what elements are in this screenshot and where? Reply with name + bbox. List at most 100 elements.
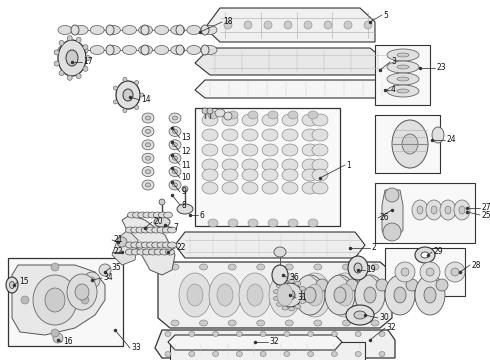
Text: 15: 15 [19,278,28,287]
Ellipse shape [295,282,301,285]
Text: 1: 1 [346,161,351,170]
Ellipse shape [164,212,172,218]
Ellipse shape [135,81,139,85]
Ellipse shape [376,279,388,291]
Ellipse shape [202,114,218,126]
Ellipse shape [282,144,298,156]
Ellipse shape [222,144,238,156]
Ellipse shape [172,170,177,174]
Text: 5: 5 [383,10,388,19]
Text: 6: 6 [199,211,204,220]
Ellipse shape [182,186,188,192]
Ellipse shape [346,279,358,291]
Ellipse shape [208,111,218,119]
Ellipse shape [424,287,436,303]
Ellipse shape [165,332,171,337]
Ellipse shape [141,45,149,55]
Ellipse shape [148,249,157,255]
Ellipse shape [392,120,428,168]
Ellipse shape [142,180,154,190]
Ellipse shape [454,200,470,220]
Ellipse shape [138,212,147,218]
Ellipse shape [406,279,418,291]
Ellipse shape [272,265,288,285]
Ellipse shape [171,45,185,54]
Polygon shape [155,330,395,358]
Ellipse shape [334,287,346,303]
Ellipse shape [324,21,332,29]
Ellipse shape [189,351,195,356]
Ellipse shape [202,169,218,181]
Ellipse shape [228,219,238,227]
Ellipse shape [308,219,318,227]
Ellipse shape [371,264,379,270]
Text: 24: 24 [446,135,456,144]
Ellipse shape [387,49,419,61]
Ellipse shape [199,264,208,270]
Text: 35: 35 [111,264,121,273]
Ellipse shape [285,290,295,300]
Ellipse shape [262,159,278,171]
Ellipse shape [106,25,114,35]
Polygon shape [158,262,392,328]
Ellipse shape [276,302,283,306]
Ellipse shape [143,212,152,218]
Ellipse shape [136,227,145,233]
Ellipse shape [58,40,86,76]
Ellipse shape [262,129,278,141]
Ellipse shape [67,274,97,310]
Ellipse shape [74,45,88,54]
Ellipse shape [397,65,409,69]
Ellipse shape [123,89,133,101]
Ellipse shape [146,156,150,160]
Text: 32: 32 [269,338,279,346]
Text: 32: 32 [386,324,395,333]
Ellipse shape [299,300,305,303]
Bar [375,183,475,243]
Ellipse shape [142,167,154,177]
Text: 33: 33 [131,343,141,352]
Ellipse shape [288,219,298,227]
Ellipse shape [141,242,150,248]
Ellipse shape [157,227,166,233]
Ellipse shape [285,264,294,270]
Ellipse shape [142,140,154,150]
Polygon shape [205,8,375,42]
Ellipse shape [312,144,328,156]
Ellipse shape [383,223,401,241]
Ellipse shape [242,114,258,126]
Ellipse shape [106,45,121,54]
Ellipse shape [307,284,323,306]
Ellipse shape [420,262,440,282]
Ellipse shape [276,284,283,288]
Ellipse shape [162,227,171,233]
Text: 2: 2 [371,243,376,252]
Ellipse shape [147,242,155,248]
Ellipse shape [90,45,104,54]
Ellipse shape [135,105,139,109]
Ellipse shape [106,45,114,55]
Ellipse shape [142,126,154,136]
Ellipse shape [169,153,181,163]
Ellipse shape [451,268,459,276]
Ellipse shape [346,305,374,325]
Ellipse shape [242,129,258,141]
Ellipse shape [228,111,238,119]
Ellipse shape [160,249,169,255]
Ellipse shape [385,188,399,202]
Ellipse shape [133,212,142,218]
Ellipse shape [312,169,328,181]
Ellipse shape [273,290,279,294]
Ellipse shape [308,111,318,119]
Bar [8,258,123,346]
Text: 17: 17 [83,58,93,67]
Ellipse shape [274,247,286,257]
Ellipse shape [202,108,208,114]
Ellipse shape [131,227,140,233]
Ellipse shape [179,273,211,317]
Ellipse shape [169,113,181,123]
Ellipse shape [168,227,176,233]
Ellipse shape [299,273,331,317]
Ellipse shape [269,273,301,317]
Ellipse shape [171,264,179,270]
